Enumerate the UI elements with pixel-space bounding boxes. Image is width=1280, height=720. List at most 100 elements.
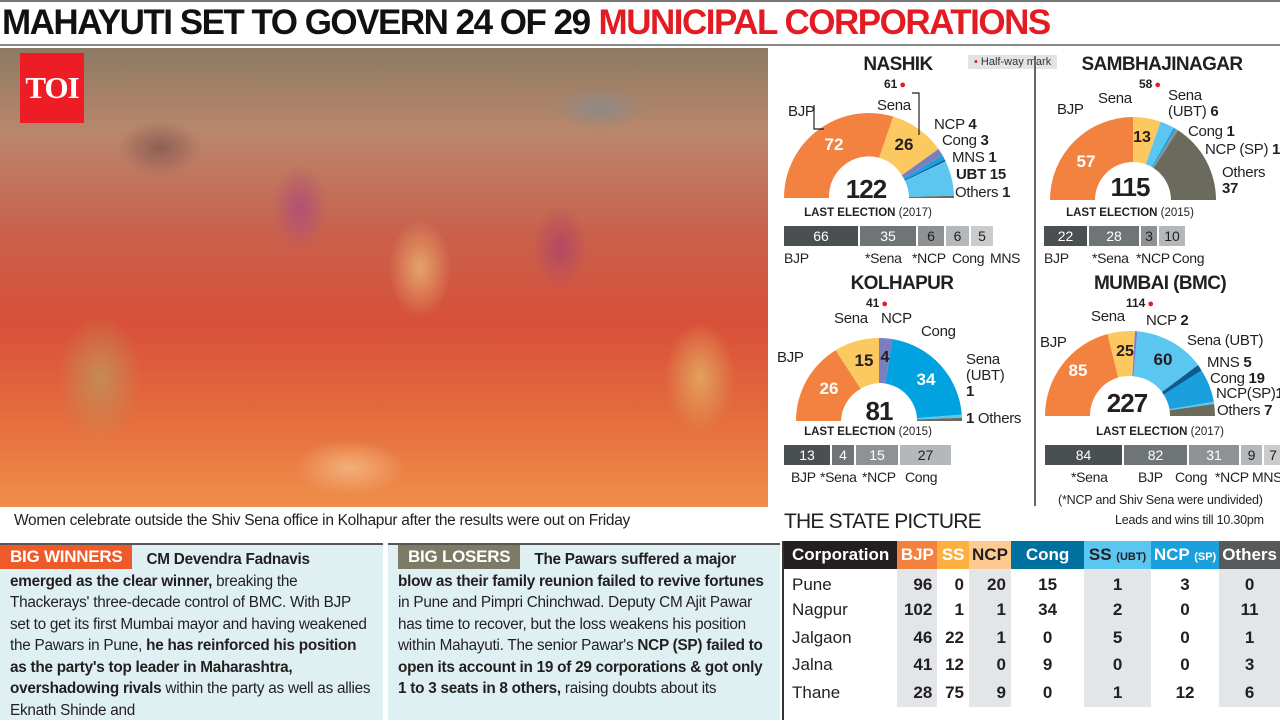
label-others: Others 1 bbox=[955, 184, 1011, 201]
label-sena-ubt: Sena (UBT) 6 bbox=[1168, 87, 1219, 120]
label-sena: Sena bbox=[834, 310, 868, 327]
svg-text:34: 34 bbox=[917, 370, 936, 389]
toi-logo: TOI bbox=[20, 53, 84, 123]
bar-label-cong: Cong bbox=[905, 469, 938, 485]
svg-text:13: 13 bbox=[1133, 129, 1151, 146]
celebration-photo: TOI bbox=[0, 48, 768, 507]
halfway-mark: 61 ● bbox=[883, 77, 907, 91]
table-row: Pune 96 0 20 15 1 3 0 bbox=[784, 569, 1280, 597]
label-ncp-sp: NCP (SP) 1 bbox=[1205, 141, 1280, 158]
label-ubt: UBT 15 bbox=[956, 166, 1006, 183]
col-ss: SS bbox=[937, 541, 970, 569]
winners-text-1: breaking the Thackerays' three-decade co… bbox=[10, 572, 367, 655]
winners-bold-1: CM Devendra Fadnavis emerged as the clea… bbox=[10, 551, 310, 590]
last-election-label: LAST ELECTION (2017) bbox=[804, 207, 932, 219]
photo-caption: Women celebrate outside the Shiv Sena of… bbox=[14, 512, 631, 529]
label-bjp: BJP bbox=[788, 103, 815, 120]
big-winners-box: BIG WINNERS CM Devendra Fadnavis emerged … bbox=[0, 543, 383, 720]
bar-label-ncp: *NCP bbox=[912, 250, 946, 266]
chart-title: MUMBAI (BMC) bbox=[1093, 273, 1227, 294]
svg-text:26: 26 bbox=[820, 379, 839, 398]
label-bjp: BJP bbox=[1040, 334, 1067, 351]
nashik-semicircle: 72 26 bbox=[784, 92, 954, 198]
headline-part2: MUNICIPAL CORPORATIONS bbox=[598, 3, 1052, 42]
label-mns: MNS 5 bbox=[1207, 354, 1252, 371]
bar-label-ncp: *NCP bbox=[1136, 250, 1170, 266]
halfway-mark: 41 ● bbox=[865, 296, 889, 310]
col-ncp: NCP bbox=[969, 541, 1011, 569]
chart-title: NASHIK bbox=[863, 54, 933, 75]
bar-label-cong: Cong bbox=[952, 250, 985, 266]
sambhajinagar-semicircle: 57 13 bbox=[1050, 117, 1216, 200]
last-election-bars: 66 35 6 6 5 bbox=[784, 226, 995, 246]
last-election-label: LAST ELECTION (2015) bbox=[804, 426, 932, 438]
chart-title: SAMBHAJINAGAR bbox=[1081, 54, 1243, 75]
label-sena: Sena bbox=[877, 97, 911, 114]
halfway-legend: • Half-way mark bbox=[968, 55, 1058, 69]
losers-text-2: raising doubts about its bbox=[560, 680, 717, 697]
label-bjp: BJP bbox=[777, 349, 804, 366]
label-others: 1 Others bbox=[966, 410, 1022, 427]
last-election-label: LAST ELECTION (2017) bbox=[1096, 426, 1224, 438]
svg-text:15: 15 bbox=[855, 351, 874, 370]
halfway-dot-icon: • bbox=[974, 56, 978, 68]
bar-label-sena: *Sena bbox=[1092, 250, 1129, 266]
table-row: Jalna 41 12 0 9 0 0 3 bbox=[784, 651, 1280, 679]
last-election-bars: 22 28 3 10 bbox=[1044, 226, 1187, 246]
mumbai-total: 227 bbox=[1106, 388, 1148, 418]
headline: MAHAYUTI SET TO GOVERN 24 OF 29 MUNICIPA… bbox=[0, 0, 1280, 46]
bar-label-sena: *Sena bbox=[820, 469, 857, 485]
last-election-bars: 13 4 15 27 bbox=[784, 445, 953, 465]
nashik-total: 122 bbox=[845, 174, 887, 204]
bar-label-mns: MNS bbox=[990, 250, 1021, 266]
halfway-mark: 114 ● bbox=[1125, 296, 1155, 310]
kolhapur-semicircle: 26 15 4 34 bbox=[796, 337, 963, 421]
label-cong: Cong bbox=[921, 323, 956, 340]
winners-bold-2: he has reinforced his position as the pa… bbox=[10, 637, 357, 697]
label-cong: Cong 19 bbox=[1210, 370, 1265, 387]
label-sena: Sena bbox=[1091, 308, 1125, 325]
losers-bold-1: The Pawars suffered a major blow as thei… bbox=[398, 551, 764, 590]
svg-text:85: 85 bbox=[1069, 361, 1088, 380]
table-row: Jalgaon 46 22 1 0 5 0 1 bbox=[784, 624, 1280, 652]
bar-label-bjp: BJP bbox=[784, 250, 809, 266]
mumbai-semicircle: 85 25 60 bbox=[1045, 330, 1215, 416]
state-results-table: Corporation BJP SS NCP Cong SS (UBT) NCP… bbox=[784, 541, 1280, 707]
halfway-legend-label: Half-way mark bbox=[980, 56, 1052, 68]
label-others: Others 7 bbox=[1217, 402, 1273, 419]
svg-text:26: 26 bbox=[895, 135, 914, 154]
bar-label-sena: *Sena bbox=[865, 250, 902, 266]
state-picture-title: THE STATE PICTURE bbox=[784, 510, 982, 533]
chart-title: KOLHAPUR bbox=[850, 273, 954, 294]
last-election-label: LAST ELECTION (2015) bbox=[1066, 207, 1194, 219]
label-others: Others 37 bbox=[1222, 164, 1266, 197]
table-border bbox=[782, 541, 784, 720]
label-sena-ubt: Sena (UBT) bbox=[1187, 332, 1264, 349]
label-ncp-sp: NCP(SP)1 bbox=[1216, 385, 1280, 402]
label-ncp: NCP 4 bbox=[934, 116, 977, 133]
label-cong: Cong 3 bbox=[942, 132, 989, 149]
label-sena-ubt: Sena (UBT) 1 bbox=[966, 351, 1005, 400]
bar-label-cong: Cong bbox=[1172, 250, 1205, 266]
bar-label-cong: Cong bbox=[1175, 469, 1208, 485]
leads-note: Leads and wins till 10.30pm bbox=[1115, 513, 1264, 527]
big-losers-tag: BIG LOSERS bbox=[398, 545, 521, 569]
col-ss-ubt: SS (UBT) bbox=[1084, 541, 1151, 569]
bar-label-ncp: *NCP bbox=[862, 469, 896, 485]
svg-text:60: 60 bbox=[1154, 350, 1173, 369]
label-mns: MNS 1 bbox=[952, 149, 997, 166]
col-corporation: Corporation bbox=[784, 541, 898, 569]
label-bjp: BJP bbox=[1057, 101, 1084, 118]
col-ncp-sp: NCP (SP) bbox=[1150, 541, 1220, 569]
sambhajinagar-total: 115 bbox=[1110, 172, 1151, 202]
svg-text:25: 25 bbox=[1116, 343, 1134, 360]
bar-label-bjp: BJP bbox=[1044, 250, 1069, 266]
last-election-bars: 84 82 31 9 7 bbox=[1045, 445, 1280, 465]
bar-label-bjp: BJP bbox=[1138, 469, 1163, 485]
halfway-mark: 58 ● bbox=[1138, 77, 1162, 91]
col-others: Others bbox=[1219, 541, 1280, 569]
headline-part1: MAHAYUTI SET TO GOVERN 24 OF 29 bbox=[2, 3, 591, 42]
winners-text-2: within the party as well as allies Eknat… bbox=[10, 680, 371, 719]
bar-label-bjp: BJP bbox=[791, 469, 816, 485]
